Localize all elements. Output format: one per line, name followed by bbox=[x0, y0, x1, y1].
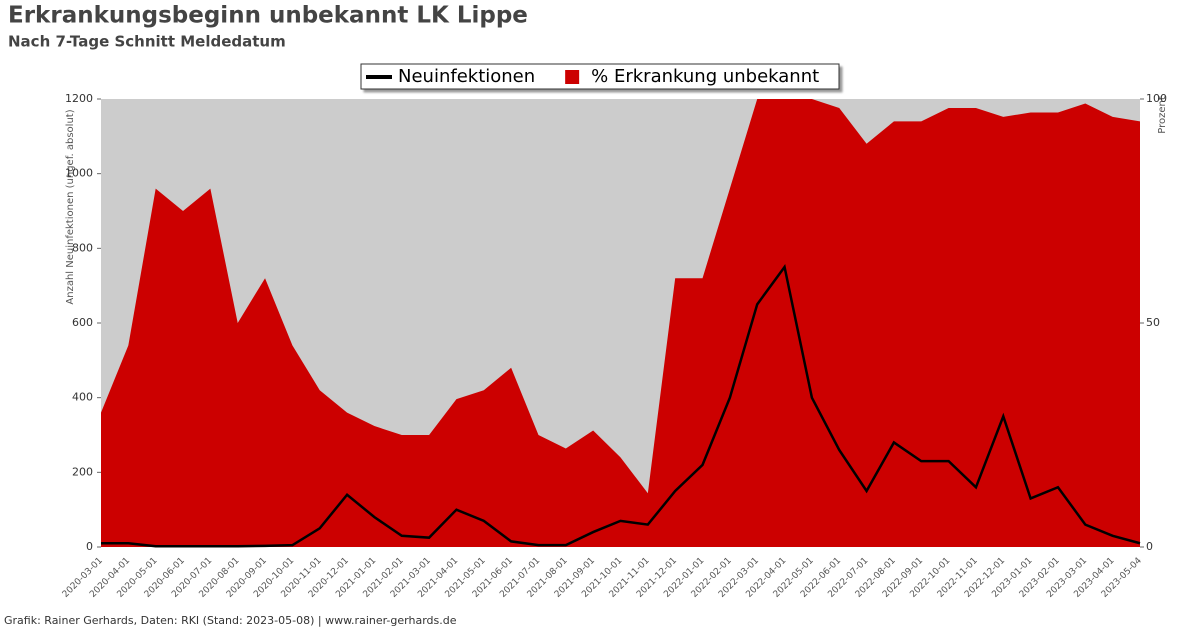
y-axis-label: Anzahl Neuinfektionen (ungef. absolut) bbox=[65, 109, 76, 304]
y-tick-label: 1000 bbox=[65, 167, 93, 180]
y-tick-label: 800 bbox=[72, 241, 93, 254]
footer: Grafik: Rainer Gerhards, Daten: RKI (Sta… bbox=[4, 614, 457, 627]
chart-subtitle: Nach 7-Tage Schnitt Meldedatum bbox=[8, 33, 286, 51]
y2-tick-label: 100 bbox=[1146, 92, 1167, 105]
line bbox=[101, 263, 1141, 548]
y2-tick-label: 0 bbox=[1146, 540, 1153, 553]
legend-swatch bbox=[565, 70, 580, 84]
legend-label: Neuinfektionen bbox=[398, 66, 535, 87]
legend-label: % Erkrankung unbekannt bbox=[591, 66, 819, 87]
y-tick-label: 1200 bbox=[65, 92, 93, 105]
y-tick-label: 0 bbox=[86, 540, 93, 553]
legend bbox=[360, 63, 840, 90]
y-tick-label: 400 bbox=[72, 391, 93, 404]
y2-axis-label: Prozent bbox=[1157, 96, 1168, 134]
area bbox=[101, 99, 1140, 547]
chart-title: Erkrankungsbeginn unbekannt LK Lippe bbox=[8, 3, 528, 29]
y-tick-label: 200 bbox=[72, 465, 93, 478]
y-tick-label: 600 bbox=[72, 316, 93, 329]
y2-tick-label: 50 bbox=[1146, 316, 1160, 329]
